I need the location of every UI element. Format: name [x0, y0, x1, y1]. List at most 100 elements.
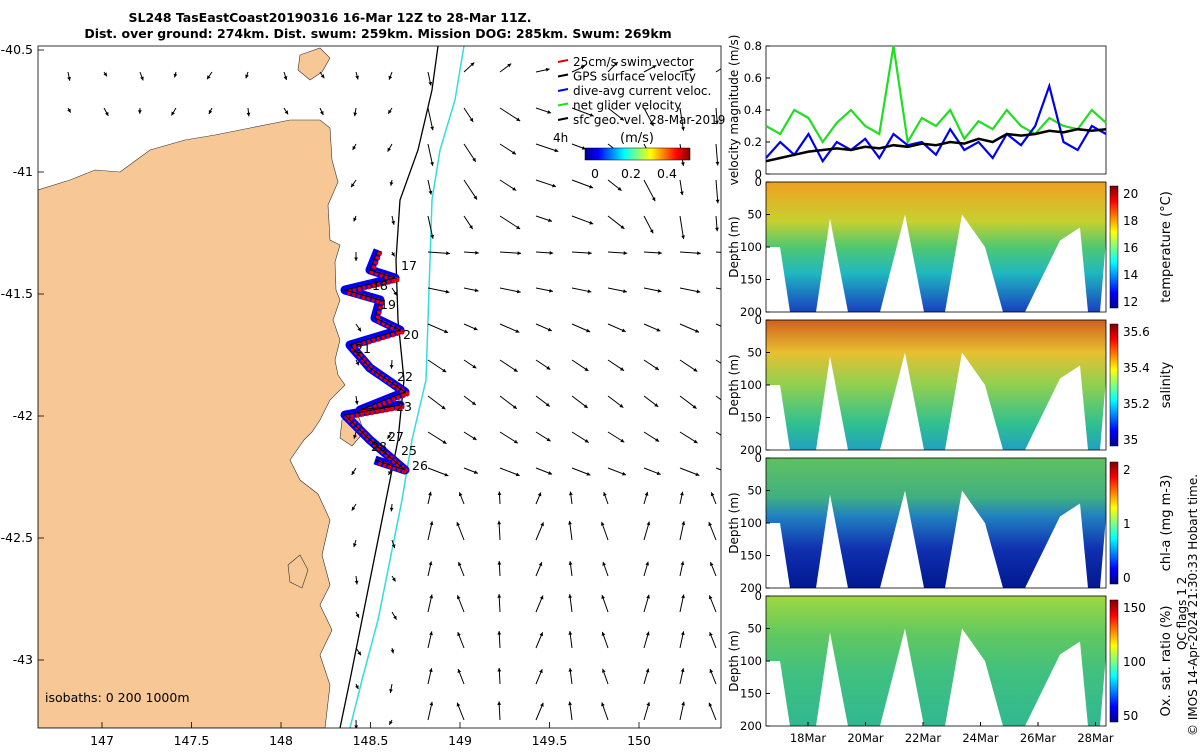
profile-colorbar: [1110, 600, 1118, 722]
legend-label: GPS surface velocity: [573, 70, 696, 84]
day-label: 27: [388, 429, 404, 444]
profile-ylabel: Depth (m): [727, 492, 741, 553]
colorbar-label: temperature (°C): [1159, 191, 1174, 303]
velocity-ytick-label: 0.4: [744, 103, 762, 117]
colorbar-tick-label: 0: [1123, 571, 1131, 585]
time-xtick-label: 20Mar: [847, 731, 884, 745]
map-x-tick-label: 147.5: [174, 733, 210, 748]
colorbar-tick-label: 14: [1123, 268, 1138, 282]
map-x-tick-label: 149.5: [532, 733, 568, 748]
colorbar-tick-label: 16: [1123, 241, 1138, 255]
map-y-tick-label: -41: [13, 164, 33, 179]
day-label: 25: [401, 443, 417, 458]
profile-ytick-label: 100: [740, 516, 762, 530]
day-label: 23: [396, 399, 412, 414]
profile-ytick-label: 50: [747, 208, 762, 222]
map-x-tick-label: 150: [627, 733, 651, 748]
colorbar-title: (m/s): [620, 131, 654, 146]
current-arrowhead: [726, 327, 730, 331]
profile-ytick-label: 0: [755, 313, 762, 327]
map-x-tick-label: 148.5: [353, 733, 389, 748]
day-label: 20: [403, 327, 419, 342]
profile-ylabel: Depth (m): [727, 354, 741, 415]
velocity-ytick-label: 0.8: [744, 39, 762, 53]
map-y-tick-label: -42.5: [1, 530, 33, 545]
profile-ylabel: Depth (m): [727, 630, 741, 691]
velocity-ytick-label: 0.2: [744, 135, 762, 149]
profile-ytick-label: 50: [747, 346, 762, 360]
map-y-tick-label: -43: [13, 652, 33, 667]
profile-ytick-label: 50: [747, 484, 762, 498]
header-line1: SL248 TasEastCoast20190316 16-Mar 12Z to…: [128, 10, 531, 25]
time-xtick-label: 24Mar: [962, 731, 999, 745]
colorbar-tick-label: 100: [1123, 655, 1146, 669]
colorbar-tick-label: 35.2: [1123, 397, 1150, 411]
day-label: 22: [397, 369, 413, 384]
profile-colorbar: [1110, 462, 1118, 584]
colorbar-tick-label: 150: [1123, 601, 1146, 615]
map-y-tick-label: -41.5: [1, 286, 33, 301]
colorbar-tick-label: 0.2: [621, 166, 641, 181]
velocity-ytick-label: 0.6: [744, 71, 762, 85]
colorbar-gradient: [585, 148, 690, 160]
profile-ytick-label: 0: [755, 175, 762, 189]
colorbar-tick-label: 2: [1123, 463, 1131, 477]
profile-ytick-label: 50: [747, 622, 762, 636]
colorbar-tick-label: 35.4: [1123, 361, 1150, 375]
day-label: 18: [372, 278, 388, 293]
profile-ytick-label: 150: [740, 273, 762, 287]
legend-label: 25cm/s swim vector: [573, 55, 694, 69]
day-label: 17: [401, 258, 417, 273]
profile-ytick-label: 150: [740, 687, 762, 701]
profile-ytick-label: 100: [740, 654, 762, 668]
map-x-tick-label: 149: [448, 733, 472, 748]
colorbar-tick-label: 35.6: [1123, 325, 1150, 339]
profile-colorbar: [1110, 186, 1118, 308]
isobaths-label: isobaths: 0 200 1000m: [45, 690, 190, 705]
colorbar-tick-label: 0.4: [657, 166, 677, 181]
time-label: 4h: [553, 131, 568, 145]
colorbar-label: salinity: [1159, 361, 1174, 408]
colorbar-tick-label: 20: [1123, 187, 1138, 201]
colorbar-tick-label: 35: [1123, 433, 1138, 447]
tasmania-landmass: [38, 120, 345, 728]
profile-ytick-label: 100: [740, 240, 762, 254]
time-xtick-label: 28Mar: [1077, 731, 1114, 745]
profile-ytick-label: 0: [755, 589, 762, 603]
colorbar-label: Ox. sat. ratio (%): [1159, 606, 1174, 717]
map-x-tick-label: 147: [90, 733, 114, 748]
qc-flags-note: QC flags 1 2: [1175, 577, 1189, 650]
day-label: 26: [412, 458, 428, 473]
current-arrowhead: [727, 471, 731, 475]
current-arrowhead: [727, 289, 731, 293]
velocity-ylabel: velocity magnitude (m/s): [727, 35, 741, 186]
time-xtick-label: 26Mar: [1020, 731, 1057, 745]
legend-label: net glider velocity: [573, 99, 681, 113]
profile-ytick-label: 0: [755, 451, 762, 465]
day-label: 21: [355, 341, 371, 356]
day-label: 19: [380, 297, 396, 312]
map-y-tick-label: -42: [13, 408, 33, 423]
colorbar-tick-label: 50: [1123, 709, 1138, 723]
map-x-tick-label: 148: [269, 733, 293, 748]
profile-ytick-label: 150: [740, 411, 762, 425]
legend-label: dive-avg current veloc.: [573, 84, 711, 98]
profile-ylabel: Depth (m): [727, 216, 741, 277]
current-arrowhead: [725, 437, 729, 440]
colorbar-tick-label: 12: [1123, 295, 1138, 309]
colorbar-tick-label: 0: [591, 166, 599, 181]
profile-ytick-label: 200: [740, 719, 762, 733]
day-label: 28: [371, 439, 387, 454]
colorbar-tick-label: 1: [1123, 517, 1131, 531]
colorbar-label: chl-a (mg m-3): [1159, 475, 1174, 572]
profile-ytick-label: 150: [740, 549, 762, 563]
profile-colorbar: [1110, 324, 1118, 446]
colorbar-tick-label: 18: [1123, 214, 1138, 228]
profile-ytick-label: 100: [740, 378, 762, 392]
time-xtick-label: 18Mar: [790, 731, 827, 745]
header-line2: Dist. over ground: 274km. Dist. swum: 25…: [84, 26, 671, 41]
